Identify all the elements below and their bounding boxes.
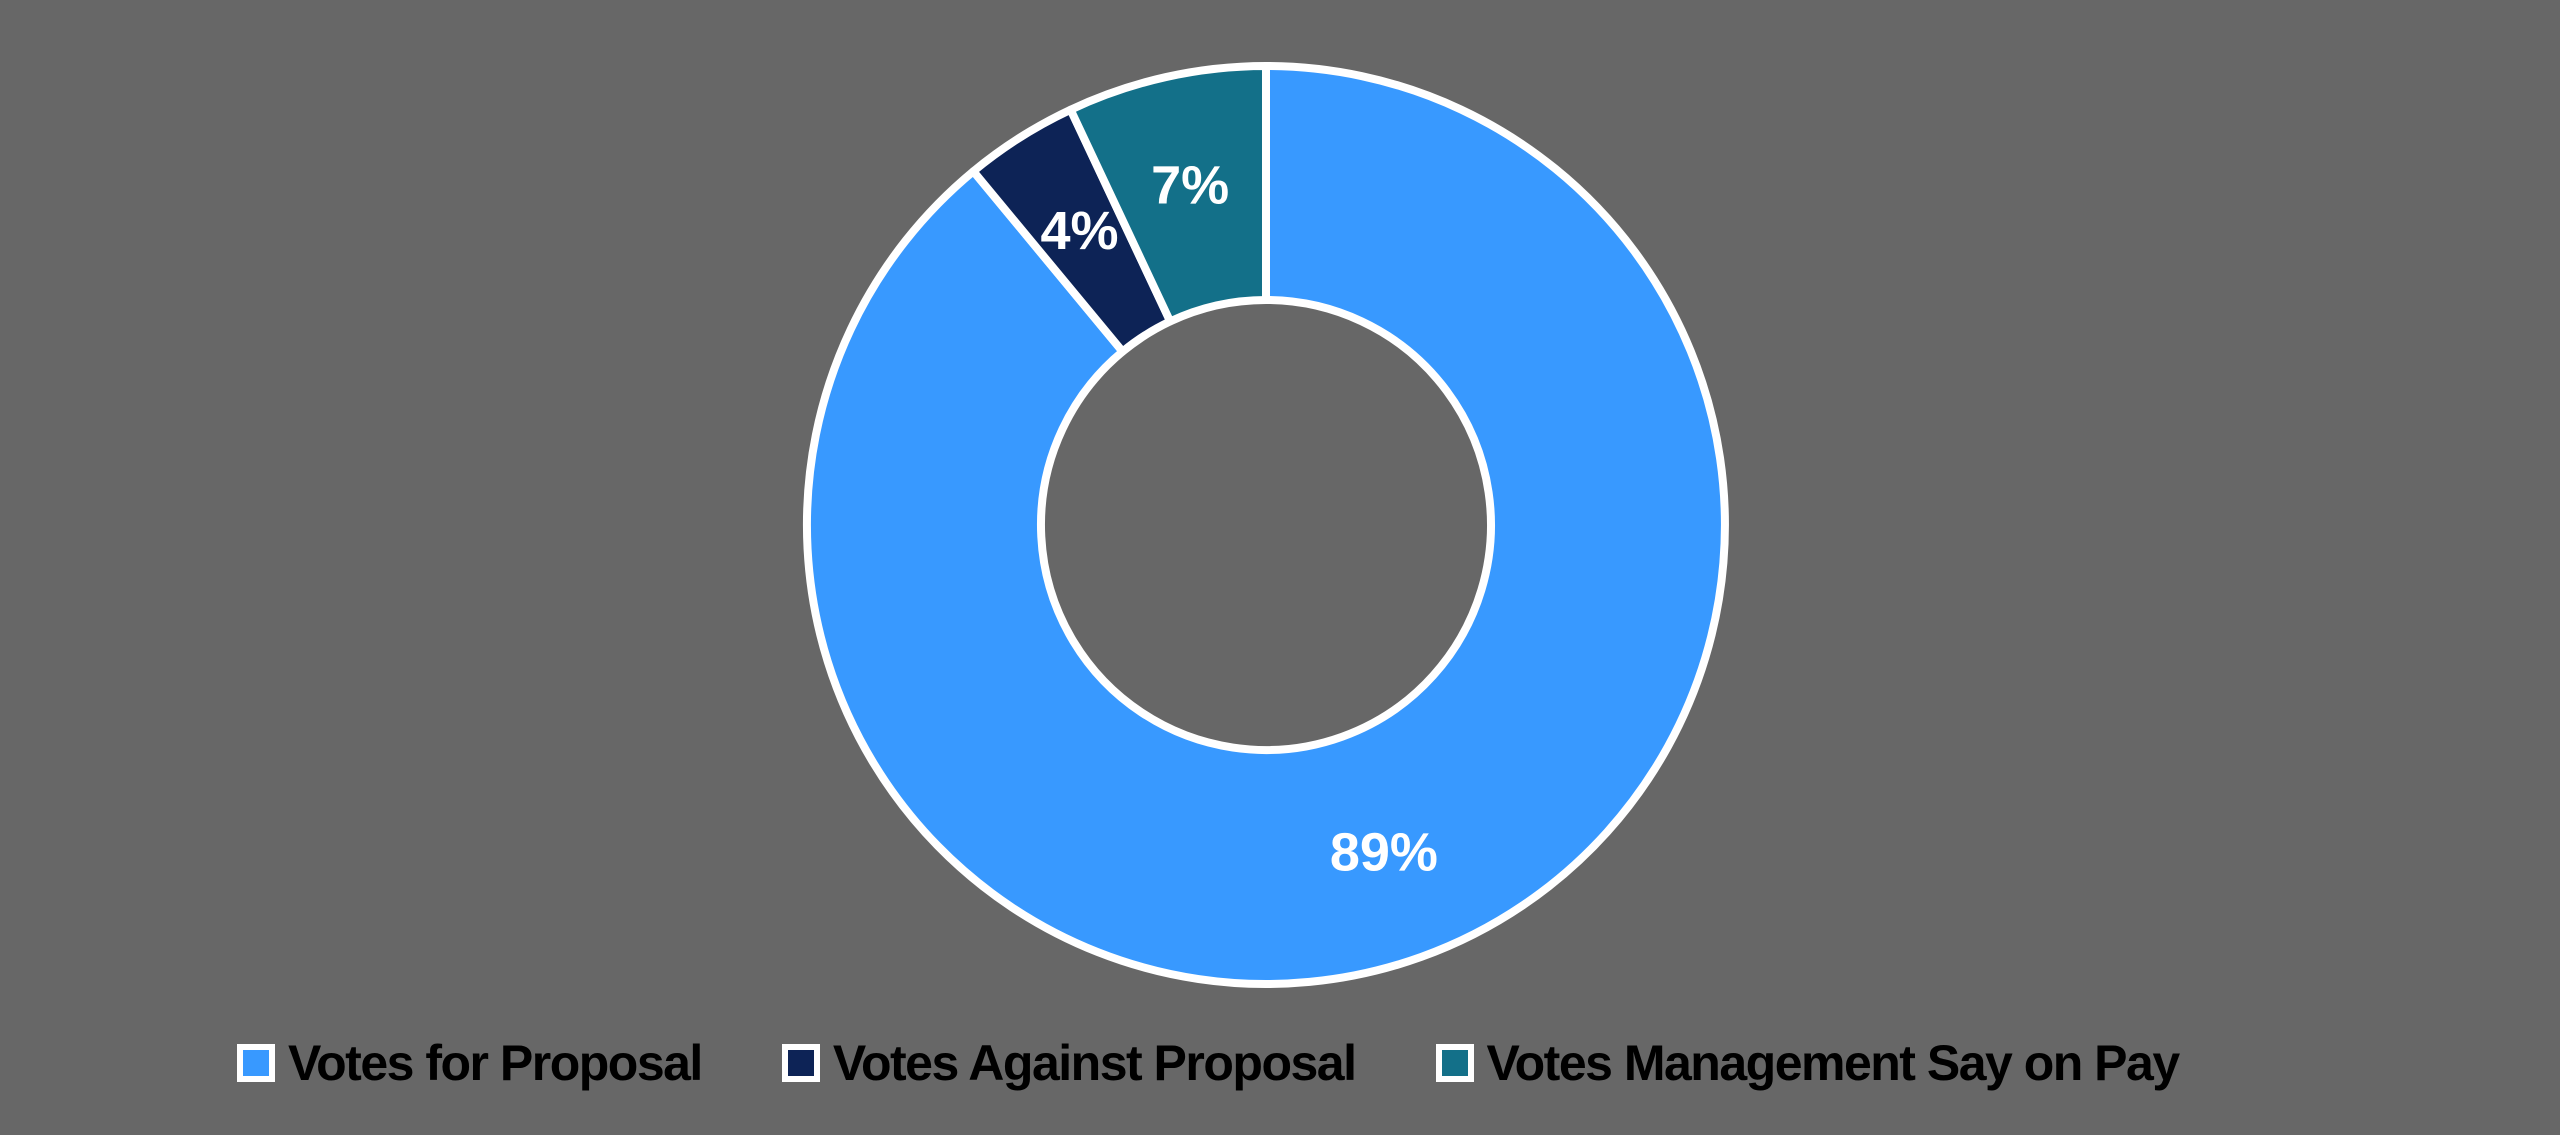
legend-label: Votes for Proposal xyxy=(288,1035,703,1091)
chart-legend: Votes for Proposal Votes Against Proposal… xyxy=(237,1035,2181,1091)
data-label-2: 4% xyxy=(1040,201,1118,261)
legend-item-2[interactable]: Votes Against Proposal xyxy=(781,1035,1357,1091)
legend-swatch-icon xyxy=(781,1044,820,1082)
legend-label: Votes Management Say on Pay xyxy=(1486,1035,2181,1091)
legend-item-3[interactable]: Votes Management Say on Pay xyxy=(1435,1035,2181,1091)
data-label-1: 89% xyxy=(1330,822,1438,882)
donut-slice-1[interactable] xyxy=(802,62,1729,988)
legend-label: Votes Against Proposal xyxy=(832,1035,1357,1091)
legend-item-1[interactable]: Votes for Proposal xyxy=(237,1035,703,1091)
legend-swatch-icon xyxy=(237,1044,275,1082)
legend-swatch-icon xyxy=(1435,1044,1474,1082)
donut-slice-3[interactable] xyxy=(1066,62,1270,326)
data-label-3: 7% xyxy=(1151,155,1229,215)
